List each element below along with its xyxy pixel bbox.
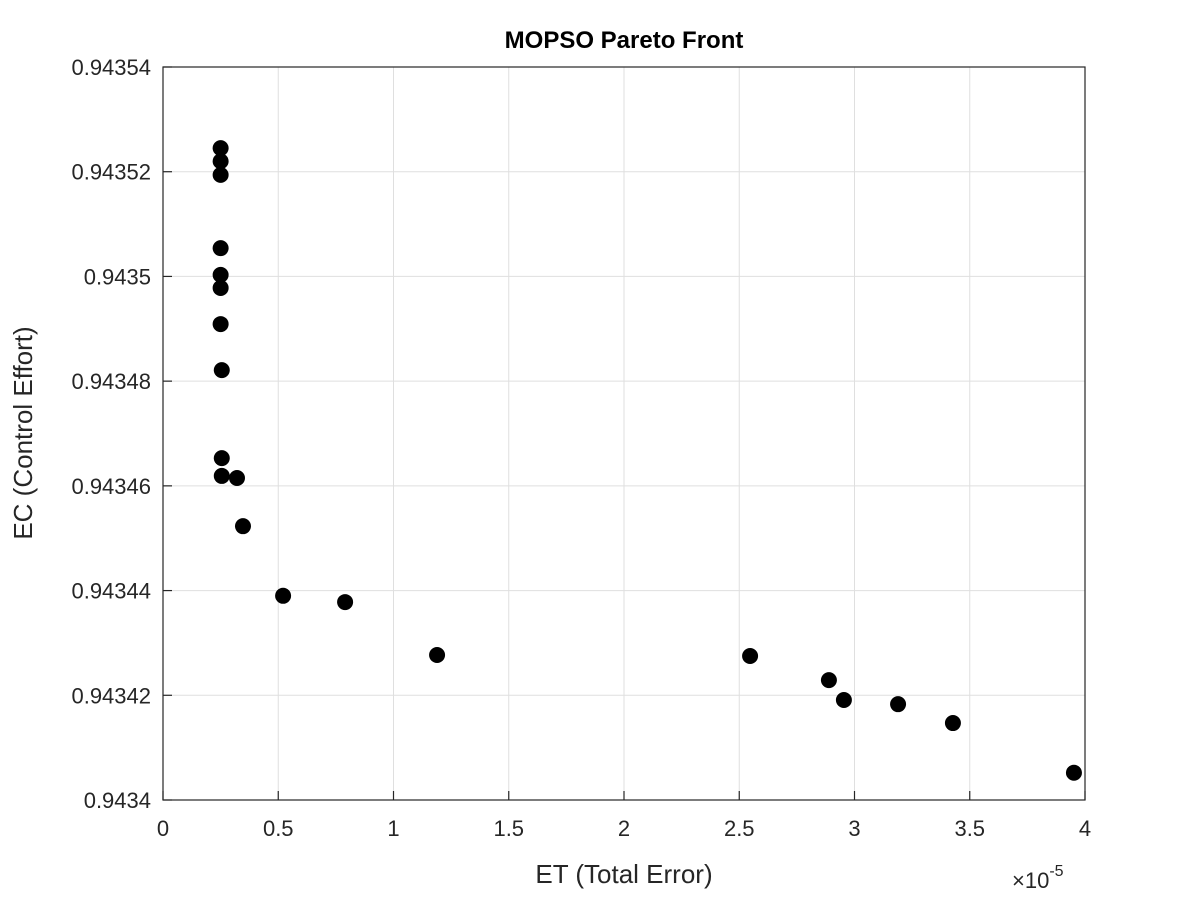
point [212,166,229,183]
x-tick-label: 2 [618,816,630,841]
point [213,362,230,379]
point [212,279,229,296]
x-tick-label: 0.5 [263,816,294,841]
y-tick-label: 0.94348 [71,369,151,394]
point [429,646,446,663]
y-tick-label: 0.9435 [84,264,151,289]
y-axis-label: EC (Control Effort) [8,326,38,539]
chart-title: MOPSO Pareto Front [505,27,744,54]
plot-frame [162,66,1086,801]
point [213,467,230,484]
y-tick-label: 0.94346 [71,474,151,499]
x-tick-label: 0 [157,816,169,841]
x-tick-label: 4 [1079,816,1091,841]
x-multiplier-base: ×10 [1012,868,1049,893]
x-tick-label: 1 [387,816,399,841]
point [337,594,354,611]
point [742,648,759,665]
point [212,140,229,157]
x-multiplier: ×10-5 [1012,863,1064,893]
y-tick-label: 0.94354 [71,55,151,80]
point [1065,764,1082,781]
point [212,153,229,170]
point [212,266,229,283]
y-tick-label: 0.94344 [71,579,151,604]
point [275,587,292,604]
y-tick-label: 0.9434 [84,788,151,813]
y-tick-label: 0.94342 [71,683,151,708]
point [835,691,852,708]
point [213,450,230,467]
x-tick-label: 2.5 [724,816,755,841]
point [228,470,245,487]
x-axis-label: ET (Total Error) [535,859,712,889]
y-tick-label: 0.94352 [71,160,151,185]
x-tick-label: 3.5 [954,816,985,841]
x-tick-label: 1.5 [493,816,524,841]
x-tick-label: 3 [848,816,860,841]
x-multiplier-exponent: -5 [1049,863,1063,880]
point [944,715,961,732]
point [890,696,907,713]
point [820,672,837,689]
point [234,518,251,535]
point [212,316,229,333]
point [212,240,229,257]
